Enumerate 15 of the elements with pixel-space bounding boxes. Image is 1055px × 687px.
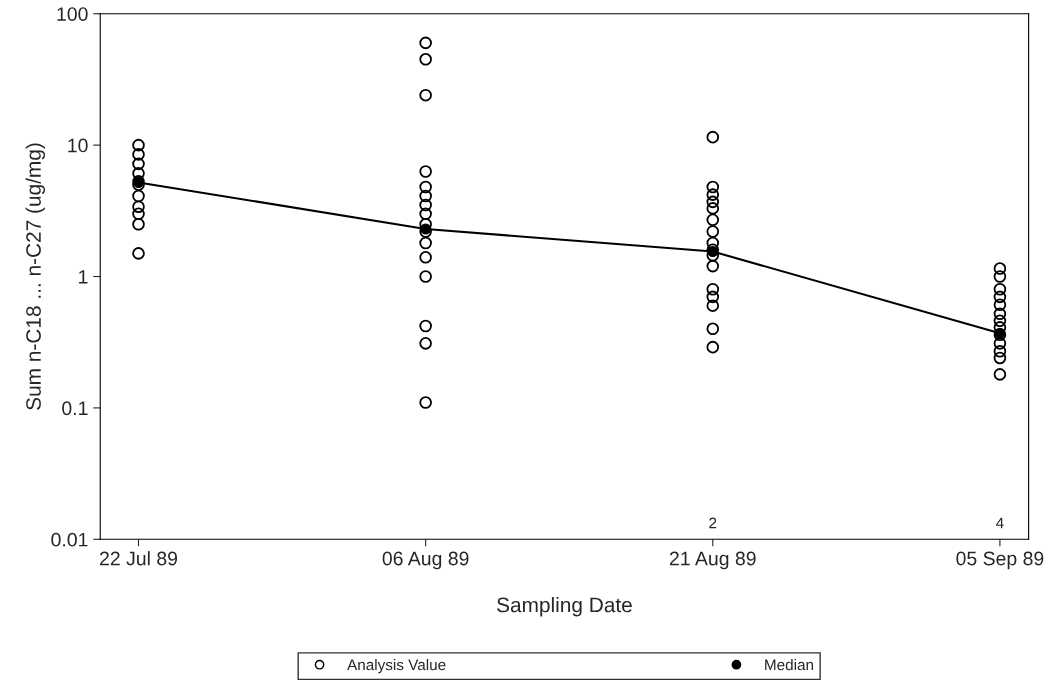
x-tick-label: 05 Sep 89 (956, 551, 1044, 570)
y-tick-label: 0.1 (62, 401, 88, 416)
x-tick-label: 21 Aug 89 (669, 551, 756, 570)
x-tick-label: 06 Aug 89 (382, 551, 469, 570)
legend-label: Median (765, 659, 814, 671)
x-tick-label: 22 Jul 89 (100, 551, 178, 566)
annotation: 4 (996, 517, 1004, 529)
x-axis-title: Sampling Date (497, 597, 632, 617)
y-tick-label: 1 (79, 270, 88, 284)
annotation: 2 (709, 517, 717, 529)
legend-label: Analysis Value (347, 659, 446, 674)
y-tick-label: 0.01 (51, 532, 88, 547)
y-tick-label: 10 (68, 138, 88, 153)
y-tick-label: 100 (57, 7, 88, 21)
y-axis-title: Sum n-C18 ... n-C27 (ug/mg) (25, 143, 46, 410)
